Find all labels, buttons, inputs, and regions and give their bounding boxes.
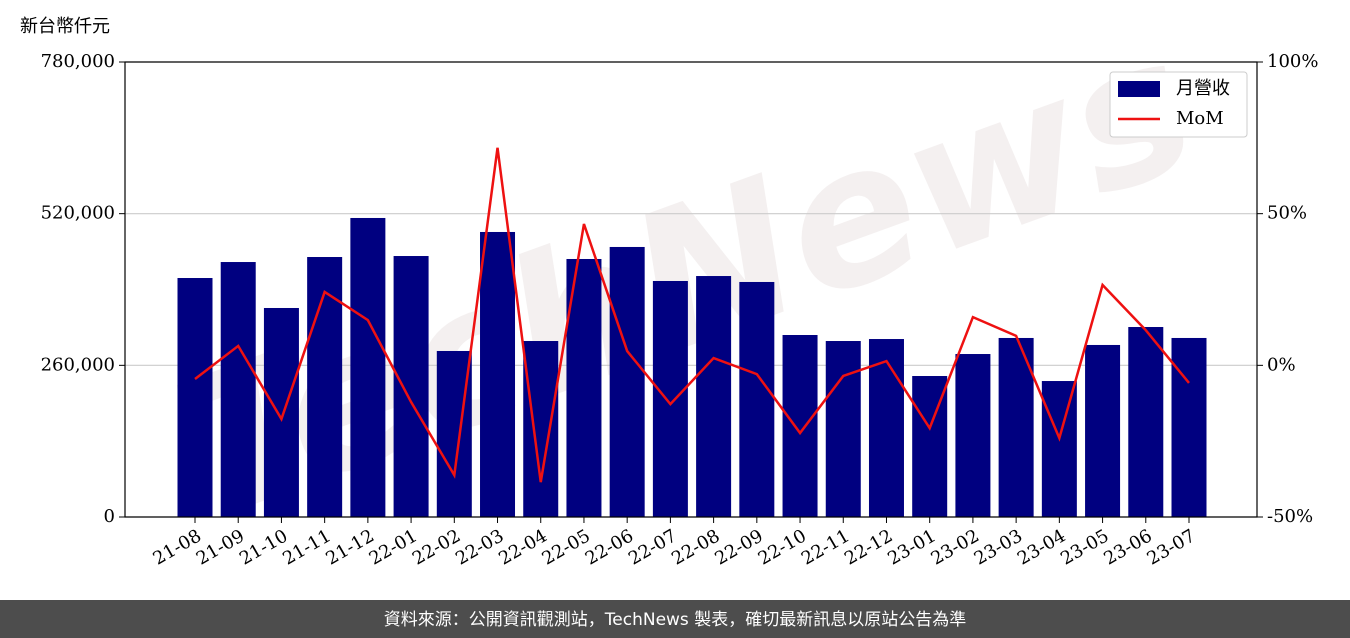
x-tick-label: 22-07 [625, 525, 680, 569]
x-tick-label: 22-06 [582, 525, 637, 569]
x-tick-label: 22-09 [711, 525, 766, 569]
y2-tick-label: 50% [1267, 203, 1307, 224]
legend-swatch [1118, 81, 1160, 97]
x-tick-label: 22-05 [539, 525, 594, 569]
bar [566, 258, 602, 517]
footer-band [0, 600, 1350, 638]
plot-frame [124, 61, 1258, 518]
x-tick-label: 21-08 [150, 525, 205, 569]
x-tick-label: 22-04 [495, 525, 550, 569]
x-tick-label: 23-05 [1057, 525, 1112, 569]
bar [1041, 381, 1077, 517]
bar [1085, 344, 1121, 517]
x-tick-label: 21-12 [322, 525, 377, 569]
bar [177, 278, 213, 517]
y-tick-label: 260,000 [41, 354, 115, 375]
legend-label: 月營收 [1176, 78, 1230, 99]
bar [825, 341, 861, 517]
line [194, 147, 1190, 483]
bar [868, 339, 904, 517]
bar [782, 335, 818, 517]
bar [263, 307, 299, 517]
y-tick-label: 780,000 [41, 51, 115, 72]
bar [350, 217, 386, 517]
x-tick-label: 22-11 [798, 525, 853, 569]
y2-tick-label: 100% [1267, 51, 1318, 72]
bar [1128, 327, 1164, 517]
bar [220, 262, 256, 517]
x-tick-label: 22-03 [452, 525, 507, 569]
x-tick-label: 22-12 [841, 525, 896, 569]
bar [739, 281, 775, 517]
bar [609, 246, 645, 517]
bar [1171, 337, 1207, 517]
y2-tick-label: 0% [1267, 354, 1296, 375]
x-tick-label: 23-04 [1014, 525, 1069, 569]
bar [955, 354, 991, 517]
x-tick-label: 22-10 [755, 525, 810, 569]
x-tick-label: 23-02 [927, 525, 982, 569]
x-tick-label: 22-01 [366, 525, 421, 569]
bar [480, 231, 516, 517]
x-tick-label: 23-06 [1100, 525, 1155, 569]
y-tick-label: 0 [104, 506, 115, 527]
bar [696, 276, 732, 517]
bar [393, 256, 429, 517]
bar [652, 280, 688, 517]
x-tick-label: 23-07 [1144, 525, 1199, 569]
x-tick-label: 22-02 [409, 525, 464, 569]
x-tick-label: 22-08 [668, 525, 723, 569]
bar [307, 257, 343, 517]
y-tick-label: 520,000 [41, 203, 115, 224]
legend-label: MoM [1176, 108, 1224, 129]
y2-tick-label: -50% [1267, 506, 1313, 527]
y-axis-label: 新台幣仟元 [20, 16, 110, 37]
footer: 資料來源：公開資訊觀測站，TechNews 製表，確切最新訊息以原站公告為準 [384, 610, 966, 630]
bar [998, 337, 1034, 517]
x-tick-label: 23-03 [971, 525, 1026, 569]
x-tick-label: 23-01 [884, 525, 939, 569]
bar [523, 341, 559, 517]
